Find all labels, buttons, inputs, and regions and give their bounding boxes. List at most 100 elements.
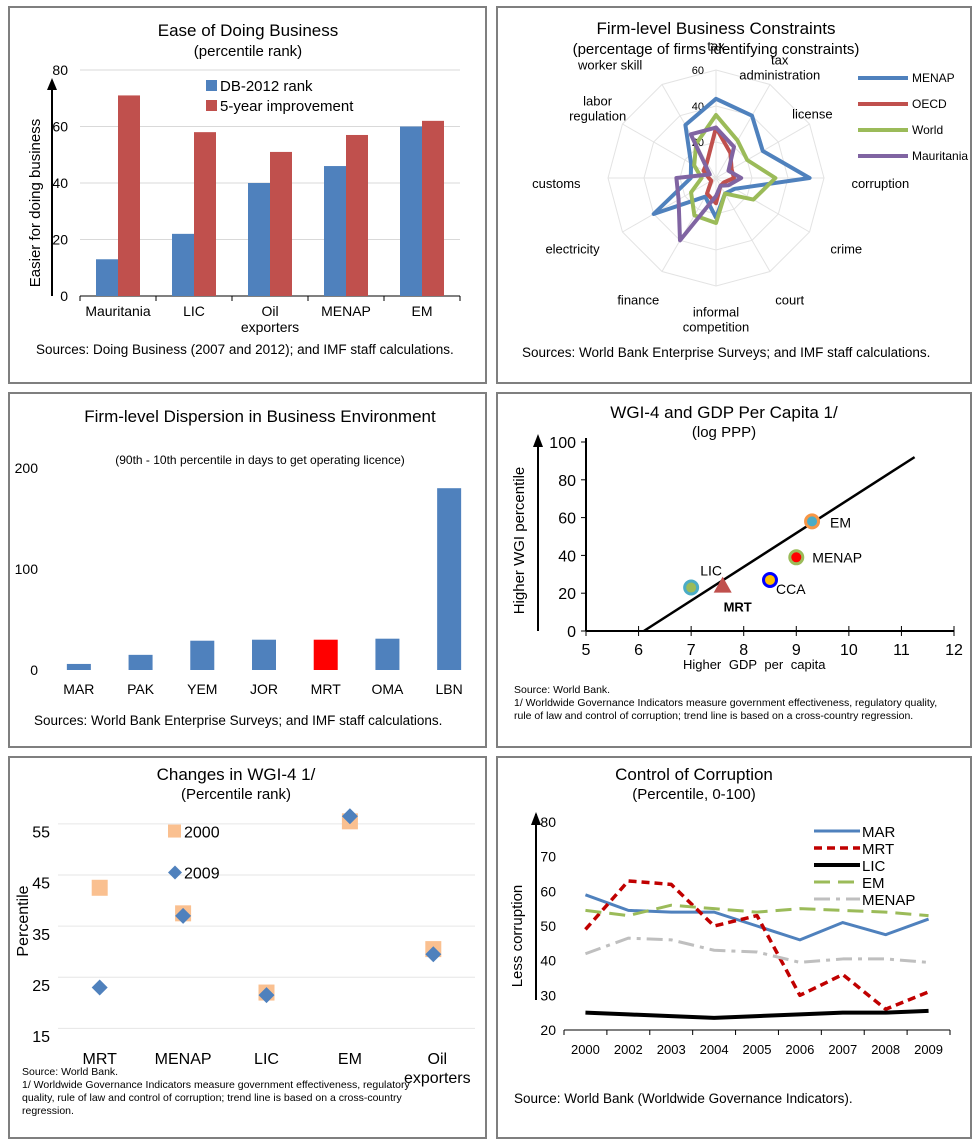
x-tick-label: YEM: [187, 681, 217, 697]
business-constraints-chart: Firm-level Business Constraints (percent…: [532, 19, 968, 334]
x-tick-label: 2004: [700, 1042, 729, 1057]
panel-ease-of-doing-business: Ease of Doing Business (percentile rank)…: [8, 6, 487, 384]
legend-label: OECD: [912, 97, 947, 111]
x-tick-label: JOR: [250, 681, 278, 697]
x-tick-label: 2003: [657, 1042, 686, 1057]
y-tick-label: 60: [540, 883, 556, 899]
bar-oma: [375, 638, 400, 670]
radar-spoke: [622, 177, 717, 233]
x-tick-label: 8: [739, 642, 748, 659]
bar-yem: [190, 640, 215, 670]
y-tick-label: 0: [60, 288, 68, 304]
legend-label: MENAP: [862, 892, 915, 909]
changes-in-wgi-chart: Changes in WGI-4 1/ (Percentile rank) 15…: [15, 765, 475, 1087]
panel-wgi-gdp-per-capita: WGI-4 and GDP Per Capita 1/ (log PPP) 0 2…: [496, 392, 972, 748]
x-tick-label: MRT: [311, 681, 342, 697]
x-tick-label: MRT: [83, 1051, 118, 1068]
point-label: MENAP: [812, 549, 862, 565]
radar-axis-label: tax: [771, 53, 789, 68]
y-axis-label: Easier for doing business: [27, 119, 44, 287]
point-mrt: [713, 576, 732, 593]
radar-axis-label: license: [792, 106, 832, 121]
x-tick-label: OMA: [371, 681, 404, 697]
x-tick-label: 12: [945, 642, 963, 659]
series-world: [689, 113, 778, 225]
y-tick-label: 200: [15, 460, 39, 476]
y-tick-label: 20: [558, 586, 576, 603]
x-tick-label: LIC: [183, 303, 205, 319]
chart-subtitle: (Percentile rank): [181, 786, 291, 803]
radar-axis-label: informal: [693, 304, 739, 319]
y-tick-label: 60: [52, 119, 68, 135]
y-axis-arrowhead: [531, 812, 541, 825]
radar-axis-label: tax: [707, 39, 725, 54]
point-label: CCA: [776, 581, 806, 597]
series-mauritania: [674, 125, 744, 243]
y-tick-label: 60: [558, 511, 576, 528]
point-lic: [683, 579, 700, 596]
radar-axis-label: labor: [583, 93, 613, 108]
x-tick-label: PAK: [127, 681, 155, 697]
legend-label: MAR: [862, 824, 896, 841]
x-tick-label: 2006: [785, 1042, 814, 1057]
source-note-line2: 1/ Worldwide Governance Indicators measu…: [514, 697, 938, 722]
y-tick-label: 0: [30, 662, 38, 678]
control-of-corruption-chart: Control of Corruption (Percentile, 0-100…: [509, 765, 951, 1057]
legend-label: Mauritania: [912, 149, 968, 163]
x-tick-label: LBN: [436, 681, 463, 697]
series-mrt: [584, 879, 930, 1011]
bar-5-year-improvement: [118, 95, 140, 296]
source-note: Sources: World Bank Enterprise Surveys; …: [34, 713, 443, 728]
legend-swatch: [206, 80, 217, 91]
x-tick-label: 2008: [871, 1042, 900, 1057]
x-tick-label: 11: [893, 642, 910, 659]
legend-swatch: [168, 865, 182, 880]
y-axis-arrowhead: [533, 434, 543, 447]
x-tick-label: MENAP: [321, 303, 371, 319]
radar-axis-label: customs: [532, 176, 581, 191]
y-tick-label: 25: [32, 978, 50, 995]
radar-spoke: [715, 84, 771, 179]
source-note-line1: Source: World Bank.: [22, 1066, 119, 1078]
chart-title: Firm-level Dispersion in Business Enviro…: [84, 407, 436, 426]
legend-label: MRT: [862, 841, 894, 858]
source-note-line1: Source: World Bank.: [514, 684, 611, 696]
marker-2009: [175, 907, 192, 924]
radar-spoke: [622, 123, 717, 179]
legend-label: World: [912, 123, 943, 137]
y-tick-label: 80: [52, 62, 68, 78]
point-em: [804, 513, 821, 530]
source-note: Sources: World Bank Enterprise Surveys; …: [522, 345, 931, 360]
y-tick-label: 40: [52, 175, 68, 191]
x-tick-label: EM: [338, 1051, 362, 1068]
marker-2009: [258, 987, 275, 1004]
point-cca: [762, 571, 778, 588]
x-tick-label: MENAP: [155, 1051, 212, 1068]
firm-level-dispersion-chart: Firm-level Dispersion in Business Enviro…: [15, 407, 463, 697]
x-tick-label: 6: [634, 642, 643, 659]
y-tick-label: 20: [540, 1022, 556, 1038]
radar-axis-label: competition: [683, 319, 749, 334]
bar-db-2012-rank: [172, 233, 194, 296]
series-lic: [585, 1008, 929, 1020]
point-label: LIC: [700, 563, 722, 579]
radar-axis-label: administration: [739, 68, 820, 83]
ease-of-doing-business-chart: Ease of Doing Business (percentile rank)…: [27, 21, 461, 335]
legend-label: LIC: [862, 858, 886, 875]
chart-title: Changes in WGI-4 1/: [157, 765, 316, 784]
chart-subtitle: (percentage of firms identifying constra…: [573, 41, 860, 58]
y-tick-label: 55: [32, 825, 50, 842]
y-tick-label: 15: [32, 1029, 50, 1046]
bar-db-2012-rank: [248, 183, 270, 296]
series-menap: [584, 936, 929, 964]
bar-pak: [128, 654, 153, 670]
legend-label: MENAP: [912, 71, 955, 85]
y-axis-arrowhead: [47, 78, 57, 90]
marker-2000: [91, 879, 108, 896]
point-label: EM: [830, 514, 851, 530]
x-tick-label: MAR: [63, 681, 94, 697]
y-tick-label: 0: [567, 624, 576, 641]
x-tick-label: 2007: [828, 1042, 857, 1057]
bar-5-year-improvement: [194, 132, 216, 296]
bar-jor: [252, 639, 276, 670]
